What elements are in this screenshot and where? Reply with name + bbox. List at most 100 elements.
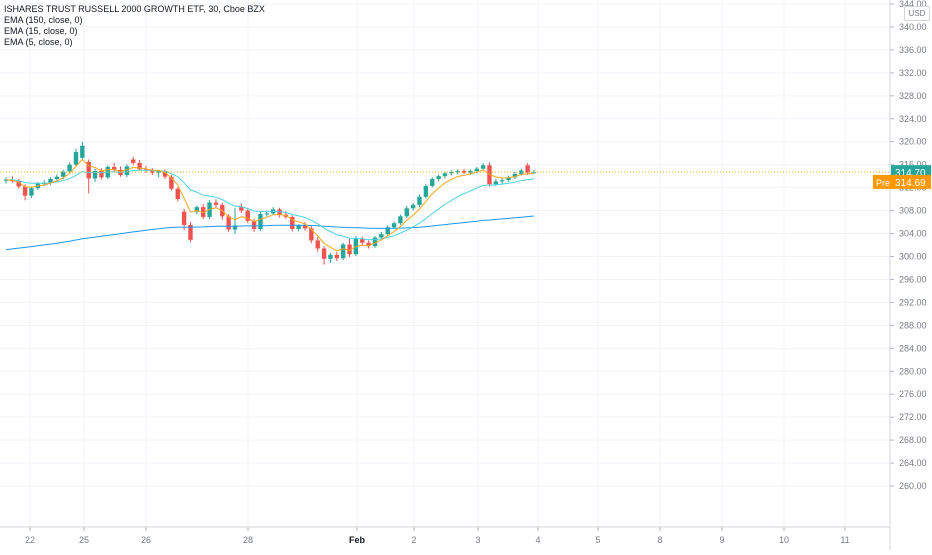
candle-body	[321, 248, 327, 259]
candle-body	[340, 244, 346, 259]
candle-body	[73, 152, 79, 165]
y-tick-label: 308.00	[899, 206, 927, 216]
y-tick-label: 328.00	[899, 91, 927, 101]
candle-body	[430, 179, 435, 186]
candle-body	[506, 177, 511, 181]
candle-body	[181, 211, 187, 225]
y-tick-label: 320.00	[899, 137, 927, 147]
chart-title: ISHARES TRUST RUSSELL 2000 GROWTH ETF, 3…	[4, 4, 265, 14]
pre-price-tag	[891, 174, 931, 189]
candle-body	[512, 173, 518, 178]
y-tick-label: 272.00	[899, 412, 927, 422]
legend-ema-15[interactable]: EMA (15, close, 0)	[4, 26, 78, 36]
candle-body	[16, 181, 21, 187]
candle-body	[417, 196, 422, 205]
candle-body	[366, 242, 371, 247]
candle-body	[290, 216, 295, 229]
candle-body	[309, 228, 314, 241]
candle-body	[264, 213, 270, 215]
y-tick-label: 336.00	[899, 45, 927, 55]
candle-body	[385, 227, 390, 235]
pre-price-label: 314.69	[895, 178, 926, 189]
candle-body	[29, 188, 34, 196]
candle-body	[226, 216, 231, 230]
legend-ema-150[interactable]: EMA (150, close, 0)	[4, 15, 83, 25]
candle-body	[131, 159, 136, 163]
y-tick-label: 280.00	[899, 366, 927, 376]
y-tick-label: 324.00	[899, 114, 927, 124]
candle-body	[3, 179, 9, 181]
candle-body	[379, 234, 384, 238]
x-tick-label: 28	[243, 535, 253, 545]
candle-body	[398, 216, 403, 224]
candle-body	[360, 238, 365, 243]
x-tick-label: 3	[475, 535, 480, 545]
candle-body	[347, 244, 352, 255]
candle-body	[436, 176, 441, 180]
candle-body	[86, 161, 91, 179]
candle-body	[525, 165, 530, 173]
candle-body	[54, 176, 60, 180]
candle-body	[480, 165, 486, 169]
x-tick-label: 4	[535, 535, 540, 545]
candle-body	[137, 162, 142, 170]
x-tick-label: 2	[411, 535, 416, 545]
y-tick-label: 288.00	[899, 320, 927, 330]
ema-150-line	[5, 215, 535, 251]
x-tick-label: 25	[79, 535, 89, 545]
candle-body	[175, 188, 180, 200]
candle-body	[232, 225, 238, 230]
candle-body	[372, 237, 378, 247]
candle-body	[213, 202, 219, 205]
candle-body	[391, 223, 397, 228]
candle-body	[474, 168, 479, 171]
candle-body	[156, 170, 161, 173]
y-tick-label: 340.00	[899, 22, 927, 32]
y-tick-label: 296.00	[899, 274, 927, 284]
y-tick-label: 268.00	[899, 435, 927, 445]
candle-body	[245, 210, 250, 221]
candle-body	[124, 166, 130, 176]
currency-label[interactable]: USD	[904, 6, 930, 21]
legend-ema-5[interactable]: EMA (5, close, 0)	[4, 37, 73, 47]
candle-body	[162, 170, 168, 177]
x-tick-label: 26	[141, 535, 151, 545]
candle-body	[22, 186, 28, 196]
candle-body	[296, 225, 301, 229]
candle-body	[519, 170, 524, 174]
candle-body	[258, 214, 263, 229]
y-tick-label: 304.00	[899, 229, 927, 239]
pre-market-tag: Pre	[876, 178, 890, 188]
candle-body	[449, 172, 454, 174]
candle-body	[423, 185, 429, 197]
candle-body	[80, 145, 85, 158]
chart-legend: ISHARES TRUST RUSSELL 2000 GROWTH ETF, 3…	[4, 4, 265, 48]
x-tick-label: 22	[25, 535, 35, 545]
x-tick-label: 5	[595, 535, 600, 545]
y-tick-label: 300.00	[899, 252, 927, 262]
candle-body	[188, 224, 193, 240]
y-tick-label: 284.00	[899, 343, 927, 353]
candle-body	[493, 181, 499, 185]
x-tick-label: 9	[719, 535, 724, 545]
candle-body	[201, 207, 206, 217]
y-tick-label: 276.00	[899, 389, 927, 399]
y-tick-label: 260.00	[899, 481, 927, 491]
candle-body	[92, 170, 98, 179]
ema-15-line	[5, 169, 535, 241]
pre-market-badge	[873, 174, 893, 189]
x-tick-label: 8	[657, 535, 662, 545]
x-tick-label: Feb	[349, 535, 366, 545]
candle-body	[404, 208, 409, 217]
candle-body	[67, 164, 72, 172]
x-tick-label: 10	[779, 535, 789, 545]
candle-body	[99, 170, 104, 178]
candle-body	[442, 173, 448, 177]
candle-body	[61, 171, 66, 177]
candle-body	[239, 207, 244, 211]
candle-body	[315, 240, 320, 249]
candle-body	[499, 180, 505, 182]
x-tick-label: 11	[840, 535, 849, 545]
